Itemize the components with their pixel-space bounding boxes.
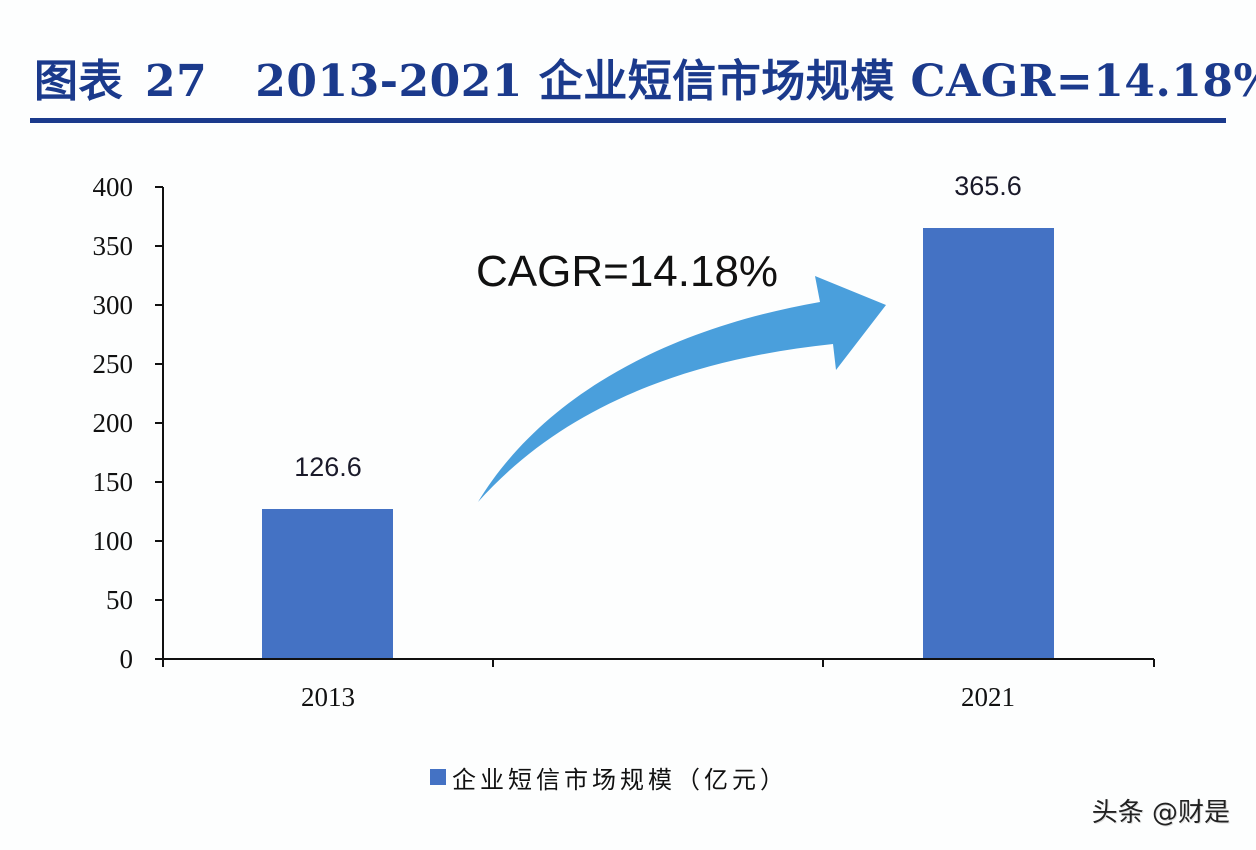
bar-2013 [262,509,393,659]
data-label-2021: 365.6 [954,171,1022,201]
data-label-2013: 126.6 [294,452,362,482]
y-tick-label: 400 [93,172,134,202]
y-tick-label: 100 [93,526,134,556]
bar-2021 [923,228,1054,659]
figure-title-text: 2013-2021 企业短信市场规模 CAGR=14.18% [255,56,1256,107]
x-category-2021: 2021 [961,682,1015,712]
figure-number: 27 [145,56,208,107]
x-axis-ticks [162,659,1155,667]
y-tick-label: 150 [93,467,134,497]
legend-swatch [430,769,446,785]
figure-title: 图表 27 2013-2021 企业短信市场规模 CAGR=14.18% [34,52,1256,112]
title-underline [30,118,1226,123]
x-category-2013: 2013 [301,682,355,712]
y-axis-labels: 0 50 100 150 200 250 300 350 400 [93,172,134,674]
y-tick-label: 50 [106,585,133,615]
chart-legend: 企业短信市场规模（亿元） [430,760,788,794]
y-tick-label: 350 [93,231,134,261]
y-tick-label: 0 [120,644,134,674]
y-tick-label: 300 [93,290,134,320]
growth-arrow-icon [478,276,886,502]
cagr-annotation: CAGR=14.18% [476,247,778,296]
watermark: 头条 @财是 [1091,798,1230,828]
y-axis-ticks [155,186,163,660]
legend-label: 企业短信市场规模（亿元） [452,765,788,794]
y-tick-label: 250 [93,349,134,379]
figure-label: 图表 [34,56,123,107]
y-tick-label: 200 [93,408,134,438]
